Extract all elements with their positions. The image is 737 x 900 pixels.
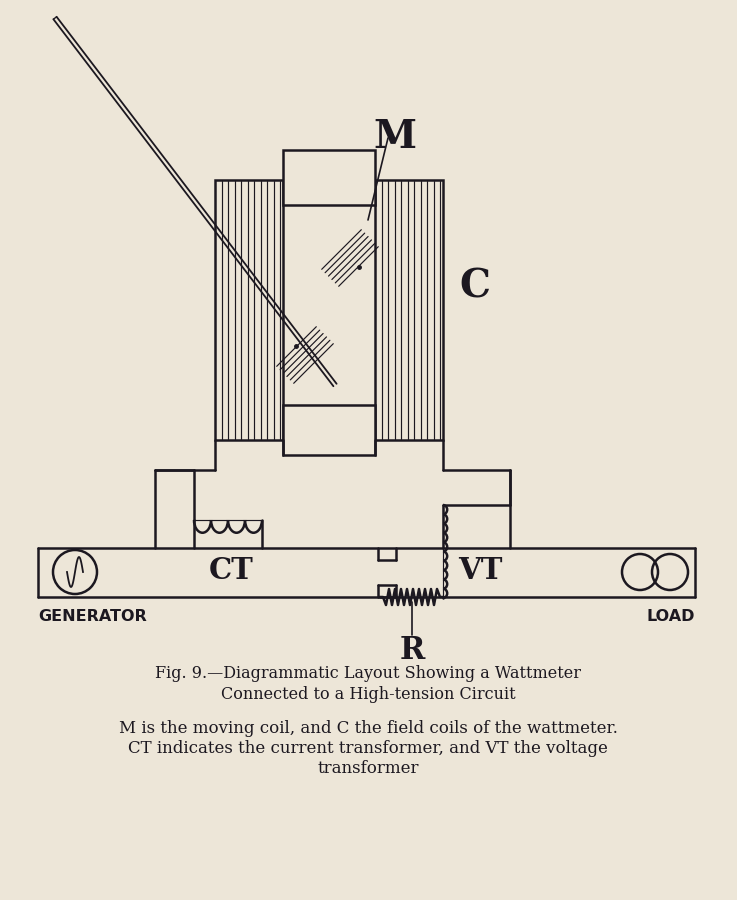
Text: Fig. 9.—Diagrammatic Layout Showing a Wattmeter: Fig. 9.—Diagrammatic Layout Showing a Wa…	[155, 665, 581, 682]
Text: VT: VT	[458, 556, 502, 585]
Bar	[375, 180, 443, 440]
Text: C: C	[459, 268, 491, 306]
Text: CT indicates the current transformer, and VT the voltage: CT indicates the current transformer, an…	[128, 740, 608, 757]
Text: GENERATOR: GENERATOR	[38, 609, 147, 624]
Bar	[283, 405, 375, 455]
Text: M is the moving coil, and C the field coils of the wattmeter.: M is the moving coil, and C the field co…	[119, 720, 618, 737]
Bar	[215, 180, 283, 440]
Text: transformer: transformer	[317, 760, 419, 777]
Text: LOAD: LOAD	[646, 609, 695, 624]
Text: Connected to a High-tension Circuit: Connected to a High-tension Circuit	[220, 686, 515, 703]
Bar	[283, 150, 375, 205]
Text: M: M	[374, 118, 416, 156]
Text: CT: CT	[209, 556, 254, 585]
Text: R: R	[399, 635, 425, 666]
